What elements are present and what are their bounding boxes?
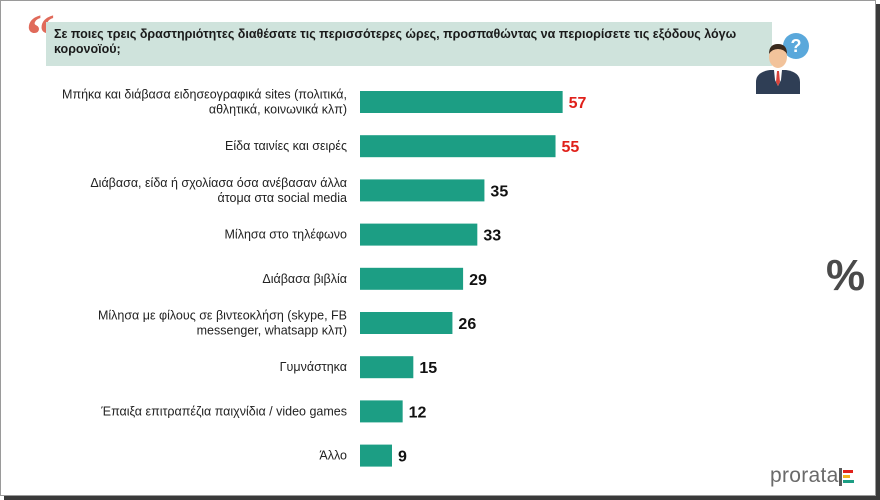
value-label-5: 29 bbox=[469, 272, 487, 289]
value-label-1: 57 bbox=[569, 95, 587, 112]
category-label-line: messenger, whatsapp κλπ) bbox=[197, 324, 347, 338]
value-label-8: 12 bbox=[409, 404, 427, 421]
category-label-2: Είδα ταινίες και σειρές bbox=[225, 139, 347, 153]
category-label-line: Είδα ταινίες και σειρές bbox=[225, 139, 347, 153]
category-label-line: Έπαιξα επιτραπέζια παιχνίδια / video gam… bbox=[100, 404, 347, 418]
brand-name: prorata bbox=[770, 464, 839, 487]
svg-text:?: ? bbox=[791, 36, 802, 56]
value-label-7: 15 bbox=[419, 360, 437, 377]
category-label-8: Έπαιξα επιτραπέζια παιχνίδια / video gam… bbox=[100, 404, 347, 418]
category-label-line: άτομα στα social media bbox=[218, 191, 348, 205]
category-label-line: Γυμνάστηκα bbox=[280, 360, 347, 374]
category-label-1: Μπήκα και διάβασα ειδησεογραφικά sites (… bbox=[62, 88, 347, 117]
category-label-line: Μπήκα και διάβασα ειδησεογραφικά sites (… bbox=[62, 88, 347, 102]
category-label-line: Διάβασα βιβλία bbox=[262, 272, 347, 286]
value-label-3: 35 bbox=[490, 183, 508, 200]
bar-7 bbox=[360, 356, 414, 379]
bar-2 bbox=[360, 135, 556, 158]
brand-mark-icon bbox=[839, 468, 854, 486]
category-label-7: Γυμνάστηκα bbox=[280, 360, 347, 374]
bar-9 bbox=[360, 444, 392, 467]
question-box: Σε ποιες τρεις δραστηριότητες διαθέσατε … bbox=[46, 22, 772, 66]
person-with-question-icon: ? bbox=[756, 33, 809, 94]
category-label-3: Διάβασα, είδα ή σχολίασα όσα ανέβασαν άλ… bbox=[90, 176, 347, 205]
category-label-4: Μίλησα στο τηλέφωνο bbox=[225, 228, 348, 242]
bar-5 bbox=[360, 267, 464, 290]
bar-8 bbox=[360, 400, 403, 423]
bar-1 bbox=[360, 91, 563, 113]
category-label-line: Διάβασα, είδα ή σχολίασα όσα ανέβασαν άλ… bbox=[90, 176, 347, 190]
value-label-9: 9 bbox=[398, 449, 407, 466]
category-label-5: Διάβασα βιβλία bbox=[262, 272, 347, 286]
category-label-line: Άλλο bbox=[319, 449, 347, 463]
bar-3 bbox=[360, 179, 485, 202]
category-label-9: Άλλο bbox=[319, 449, 347, 463]
question-text: Σε ποιες τρεις δραστηριότητες διαθέσατε … bbox=[54, 27, 737, 56]
category-label-line: αθλητικά, κοινωνικά κλπ) bbox=[209, 103, 347, 117]
value-label-4: 33 bbox=[483, 228, 501, 245]
value-label-6: 26 bbox=[458, 316, 476, 333]
bar-4 bbox=[360, 223, 478, 246]
percent-icon: % bbox=[826, 251, 866, 300]
value-label-2: 55 bbox=[562, 139, 580, 156]
brand-logo: prorata bbox=[770, 464, 866, 490]
category-label-6: Μίλησα με φίλους σε βιντεοκλήση (skype, … bbox=[98, 309, 347, 338]
bar-6 bbox=[360, 312, 453, 334]
category-label-line: Μίλησα στο τηλέφωνο bbox=[225, 228, 348, 242]
category-label-line: Μίλησα με φίλους σε βιντεοκλήση (skype, … bbox=[98, 309, 347, 323]
